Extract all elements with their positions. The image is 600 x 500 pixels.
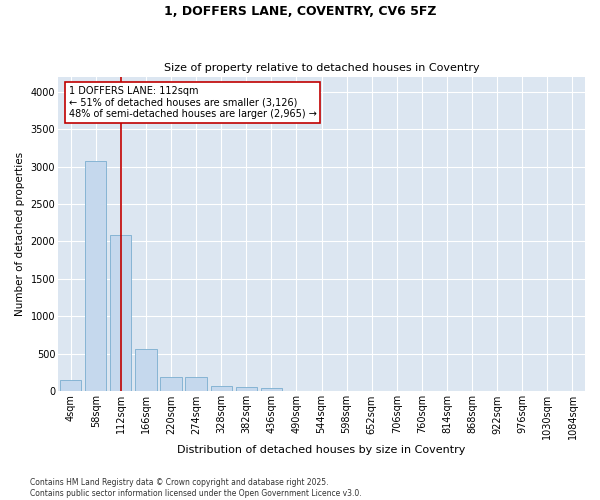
Text: 1, DOFFERS LANE, COVENTRY, CV6 5FZ: 1, DOFFERS LANE, COVENTRY, CV6 5FZ xyxy=(164,5,436,18)
X-axis label: Distribution of detached houses by size in Coventry: Distribution of detached houses by size … xyxy=(178,445,466,455)
Bar xyxy=(135,350,157,392)
Bar xyxy=(260,388,282,392)
Bar xyxy=(60,380,81,392)
Bar xyxy=(236,388,257,392)
Bar xyxy=(211,386,232,392)
Y-axis label: Number of detached properties: Number of detached properties xyxy=(15,152,25,316)
Bar xyxy=(110,236,131,392)
Bar xyxy=(185,377,207,392)
Title: Size of property relative to detached houses in Coventry: Size of property relative to detached ho… xyxy=(164,63,479,73)
Text: 1 DOFFERS LANE: 112sqm
← 51% of detached houses are smaller (3,126)
48% of semi-: 1 DOFFERS LANE: 112sqm ← 51% of detached… xyxy=(68,86,316,119)
Text: Contains HM Land Registry data © Crown copyright and database right 2025.
Contai: Contains HM Land Registry data © Crown c… xyxy=(30,478,362,498)
Bar xyxy=(85,160,106,392)
Bar xyxy=(160,377,182,392)
